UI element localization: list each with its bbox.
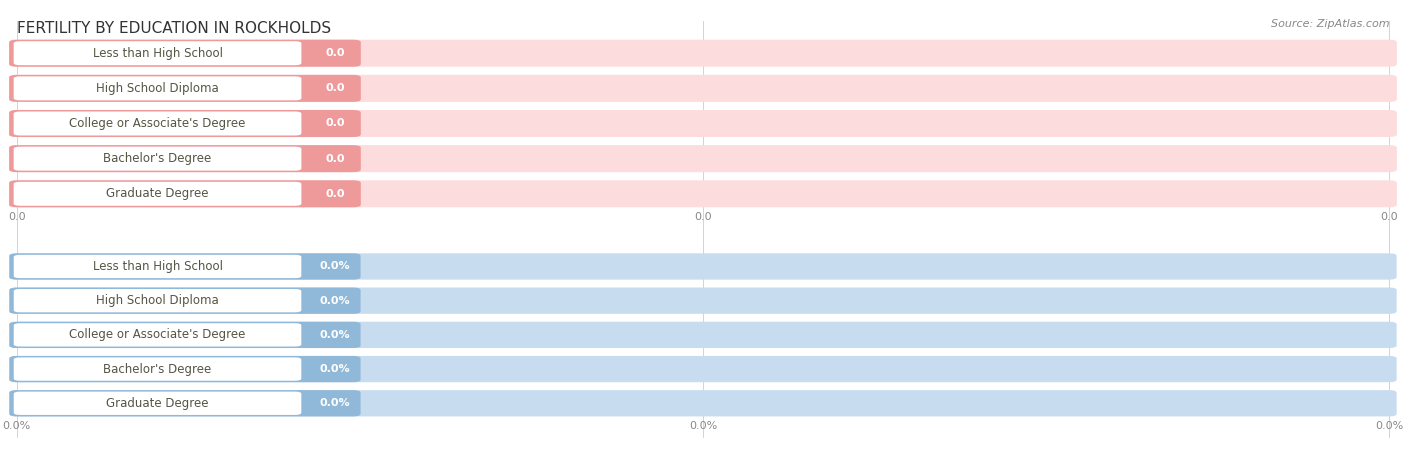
Text: 0.0: 0.0 — [695, 212, 711, 222]
Text: Source: ZipAtlas.com: Source: ZipAtlas.com — [1271, 19, 1389, 29]
Text: FERTILITY BY EDUCATION IN ROCKHOLDS: FERTILITY BY EDUCATION IN ROCKHOLDS — [17, 21, 330, 37]
Text: College or Associate's Degree: College or Associate's Degree — [69, 117, 246, 130]
FancyBboxPatch shape — [8, 110, 361, 137]
FancyBboxPatch shape — [10, 390, 1396, 417]
FancyBboxPatch shape — [10, 356, 360, 382]
Text: 0.0: 0.0 — [8, 212, 25, 222]
FancyBboxPatch shape — [14, 391, 301, 415]
Text: 0.0: 0.0 — [325, 189, 344, 199]
Text: Less than High School: Less than High School — [93, 260, 222, 273]
FancyBboxPatch shape — [8, 180, 1398, 207]
FancyBboxPatch shape — [8, 145, 361, 172]
Text: High School Diploma: High School Diploma — [96, 82, 219, 95]
Text: 0.0%: 0.0% — [321, 330, 350, 340]
Text: 0.0%: 0.0% — [1375, 421, 1403, 431]
Text: 0.0%: 0.0% — [689, 421, 717, 431]
Text: 0.0%: 0.0% — [321, 295, 350, 306]
Text: 0.0: 0.0 — [325, 153, 344, 164]
FancyBboxPatch shape — [14, 112, 301, 135]
FancyBboxPatch shape — [10, 287, 1396, 314]
FancyBboxPatch shape — [14, 41, 301, 65]
FancyBboxPatch shape — [14, 357, 301, 381]
Text: 0.0: 0.0 — [325, 118, 344, 129]
FancyBboxPatch shape — [8, 110, 1398, 137]
FancyBboxPatch shape — [14, 289, 301, 313]
Text: 0.0%: 0.0% — [3, 421, 31, 431]
Text: 0.0: 0.0 — [325, 83, 344, 94]
Text: 0.0%: 0.0% — [321, 261, 350, 272]
FancyBboxPatch shape — [14, 147, 301, 171]
Text: Bachelor's Degree: Bachelor's Degree — [104, 362, 212, 376]
FancyBboxPatch shape — [14, 323, 301, 347]
FancyBboxPatch shape — [10, 390, 360, 417]
FancyBboxPatch shape — [10, 287, 360, 314]
FancyBboxPatch shape — [8, 40, 1398, 67]
FancyBboxPatch shape — [14, 76, 301, 100]
FancyBboxPatch shape — [8, 180, 361, 207]
Text: Less than High School: Less than High School — [93, 47, 222, 60]
FancyBboxPatch shape — [10, 356, 1396, 382]
FancyBboxPatch shape — [10, 253, 1396, 280]
Text: 0.0: 0.0 — [1381, 212, 1398, 222]
Text: 0.0%: 0.0% — [321, 364, 350, 374]
Text: Bachelor's Degree: Bachelor's Degree — [104, 152, 212, 165]
FancyBboxPatch shape — [10, 253, 360, 280]
FancyBboxPatch shape — [8, 75, 1398, 102]
FancyBboxPatch shape — [8, 145, 1398, 172]
Text: 0.0: 0.0 — [325, 48, 344, 58]
FancyBboxPatch shape — [8, 75, 361, 102]
FancyBboxPatch shape — [14, 182, 301, 206]
FancyBboxPatch shape — [10, 322, 360, 348]
Text: Graduate Degree: Graduate Degree — [107, 187, 208, 200]
FancyBboxPatch shape — [14, 255, 301, 278]
Text: 0.0%: 0.0% — [321, 398, 350, 408]
Text: College or Associate's Degree: College or Associate's Degree — [69, 328, 246, 342]
FancyBboxPatch shape — [10, 322, 1396, 348]
FancyBboxPatch shape — [8, 40, 361, 67]
Text: Graduate Degree: Graduate Degree — [107, 397, 208, 410]
Text: High School Diploma: High School Diploma — [96, 294, 219, 307]
